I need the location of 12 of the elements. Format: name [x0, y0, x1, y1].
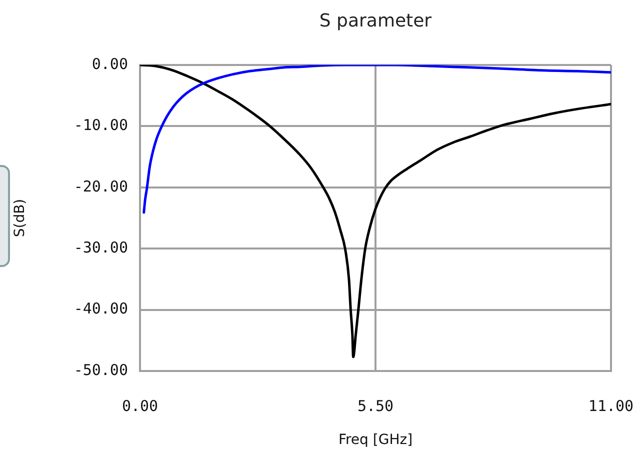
y-tick-label: -50.00	[74, 360, 128, 379]
x-tick-label: 5.50	[357, 396, 394, 415]
y-tick-label: 0.00	[92, 54, 128, 73]
y-tick-label: -10.00	[74, 116, 128, 134]
y-tick-label: -30.00	[74, 238, 128, 256]
y-tick-label: -40.00	[74, 300, 128, 318]
x-tick-label: 0.00	[122, 396, 158, 415]
y-axis-title: S(dB)	[12, 198, 28, 238]
chart-title: S parameter	[319, 10, 432, 32]
x-tick-label: 11.00	[588, 396, 634, 415]
x-axis-title: Freq [GHz]	[338, 432, 413, 448]
y-tick-label: -20.00	[74, 177, 128, 196]
